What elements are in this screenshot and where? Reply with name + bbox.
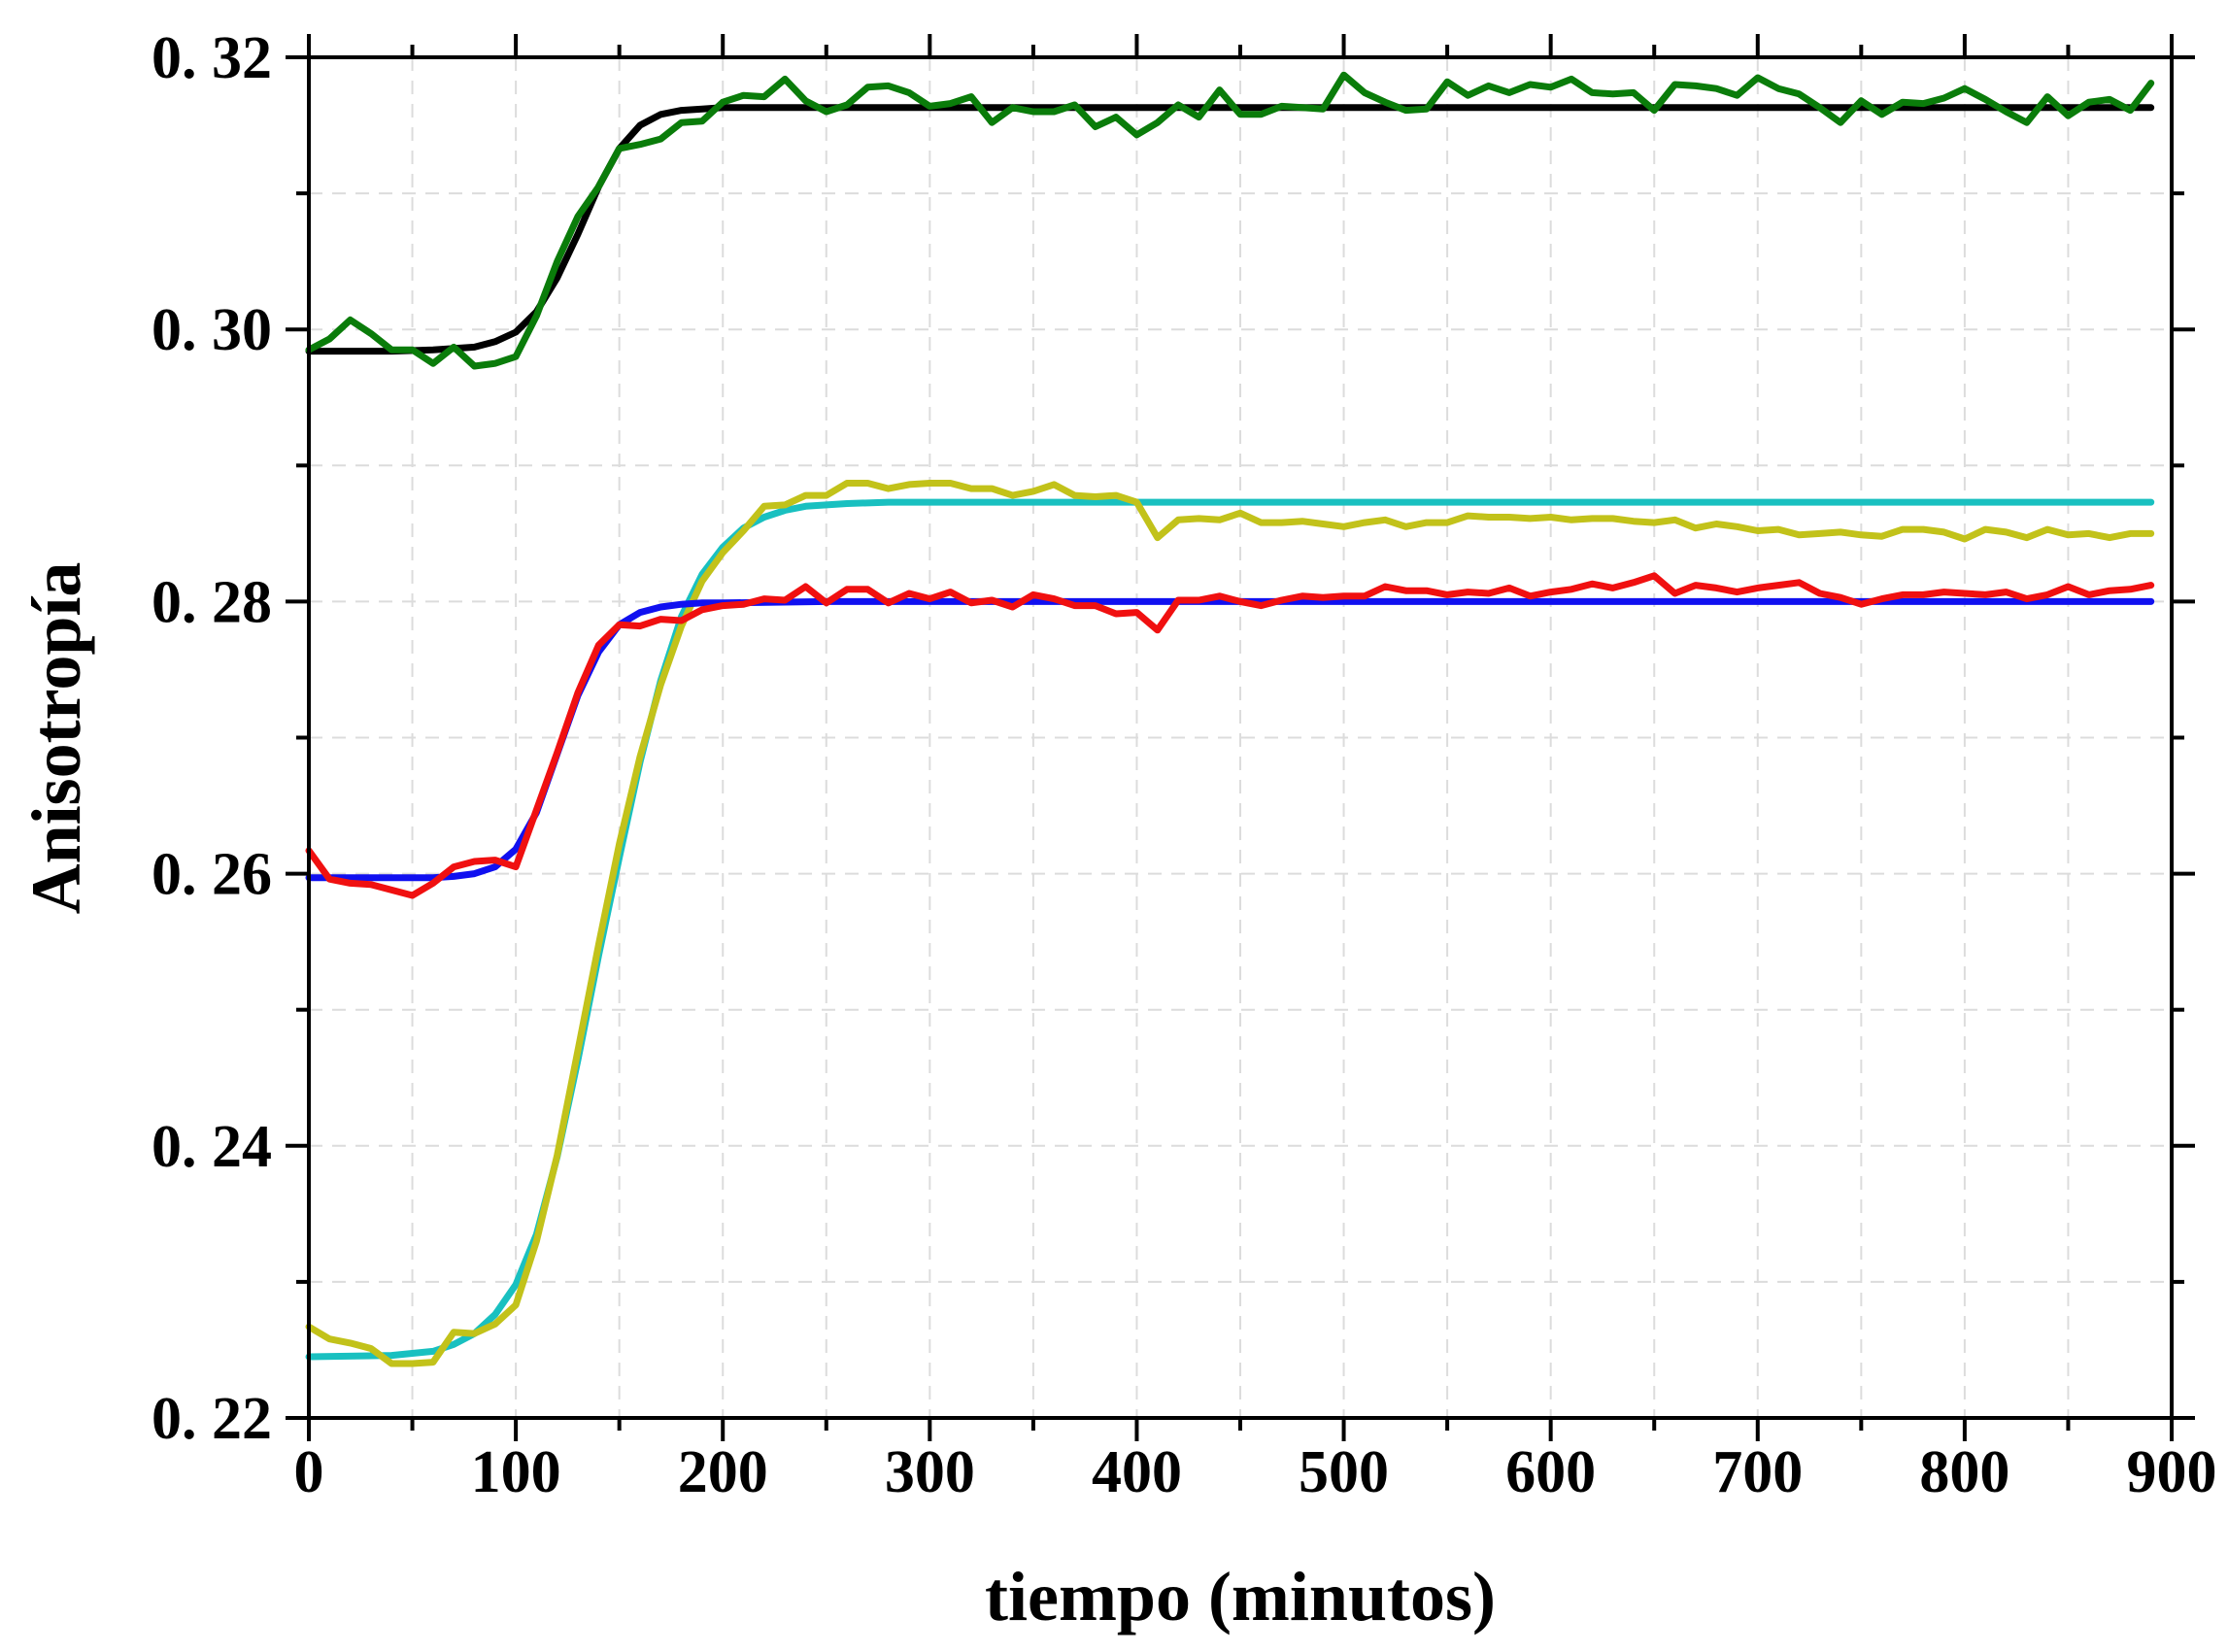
y-tick-label: 0. 28 — [152, 569, 272, 635]
x-tick-label: 0 — [294, 1439, 324, 1505]
y-tick-label: 0. 30 — [152, 297, 272, 363]
x-tick-label: 800 — [1919, 1439, 2009, 1505]
x-tick-label: 400 — [1092, 1439, 1182, 1505]
series-line-3 — [305, 498, 2155, 1361]
series-line-4 — [305, 480, 2155, 1367]
y-tick-label: 0. 26 — [152, 842, 272, 908]
series-line-1 — [305, 104, 2155, 355]
x-tick-label: 100 — [471, 1439, 561, 1505]
y-axis-title: Anisotropía — [17, 562, 95, 915]
x-tick-label: 700 — [1712, 1439, 1803, 1505]
y-tick-label: 0. 24 — [152, 1114, 272, 1180]
grid — [309, 57, 2172, 1418]
x-tick-label: 500 — [1299, 1439, 1389, 1505]
series-line-6 — [305, 572, 2155, 899]
ticks: 0 100 200 300 400 500 600 700 800 900 0. 22 0. 24 0.… — [152, 25, 2217, 1505]
y-tick-label: 0. 22 — [152, 1386, 272, 1452]
x-tick-label: 200 — [678, 1439, 768, 1505]
series-line-2 — [305, 71, 2155, 370]
series-group — [305, 71, 2155, 1367]
x-tick-label: 600 — [1505, 1439, 1596, 1505]
series-line-5 — [305, 597, 2155, 882]
y-tick-label: 0. 32 — [152, 25, 272, 91]
x-axis-title: tiempo (minutos) — [985, 1558, 1496, 1635]
x-tick-label: 900 — [2127, 1439, 2217, 1505]
x-tick-label: 300 — [885, 1439, 975, 1505]
